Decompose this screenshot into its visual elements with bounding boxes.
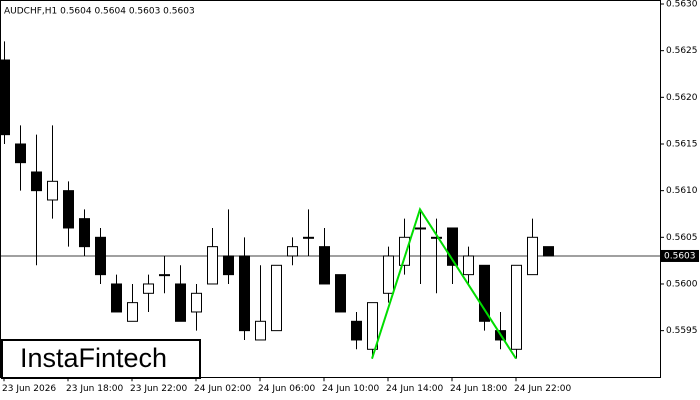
candle-body [511,264,522,350]
x-tick-label: 24 Jun 18:00 [450,384,507,394]
candle-body [159,274,170,277]
y-tick-label: 0.5595 [666,326,698,336]
candle-body [143,283,154,294]
logo-box [1,339,201,379]
candle-body [0,59,10,136]
candle-body [351,320,362,341]
y-tick-label: 0.5605 [666,233,698,243]
candle-body [111,283,122,313]
candle-body [479,264,490,322]
candle-body [463,255,474,276]
y-tick-label: 0.5600 [666,279,698,289]
candle-body [415,227,426,230]
x-tick-label: 24 Jun 14:00 [386,384,443,394]
plot-frame [0,0,661,378]
candle-body [239,255,250,332]
chart-title: AUDCHF,H1 0.5604 0.5604 0.5603 0.5603 [4,7,195,17]
candle-body [31,171,42,192]
y-tick-label: 0.5615 [666,139,698,149]
x-tick-label: 24 Jun 06:00 [258,384,315,394]
logo: InstaFintech [20,343,167,373]
candle-body [79,218,90,248]
candle-body [63,190,74,229]
x-tick-label: 24 Jun 10:00 [322,384,379,394]
candle-body [95,236,106,276]
candle-body [127,302,138,322]
candle-body [255,320,266,341]
current-price-label: 0.5603 [664,251,696,261]
candle-body [527,236,538,276]
candle-body [191,292,202,313]
candle-body [271,264,282,332]
candle-body [15,143,26,164]
candle-body [431,236,442,239]
candle-body [399,236,410,266]
candle-body [447,227,458,266]
x-tick-label: 23 Jun 22:00 [130,384,187,394]
x-tick-label: 23 Jun 18:00 [66,384,123,394]
current-price-tag [661,249,699,262]
candle-body [383,255,394,294]
candle-body [335,274,346,313]
x-tick-label: 23 Jun 2026 [2,384,56,394]
candle-body [175,283,186,322]
y-tick-label: 0.5620 [666,93,698,103]
candle-body [319,246,330,285]
candle-body [367,302,378,350]
y-tick-label: 0.5625 [666,46,698,56]
y-tick-label: 0.5610 [666,186,698,196]
x-tick-label: 24 Jun 02:00 [194,384,251,394]
candle-body [543,246,554,257]
candle-body [223,255,234,276]
y-tick-label: 0.5630 [666,0,698,10]
candle-body [303,236,314,239]
candle-body [207,246,218,285]
x-tick-label: 24 Jun 22:00 [514,384,571,394]
candle-body [47,180,58,201]
pattern-line [371,206,517,360]
candle-body [287,246,298,257]
